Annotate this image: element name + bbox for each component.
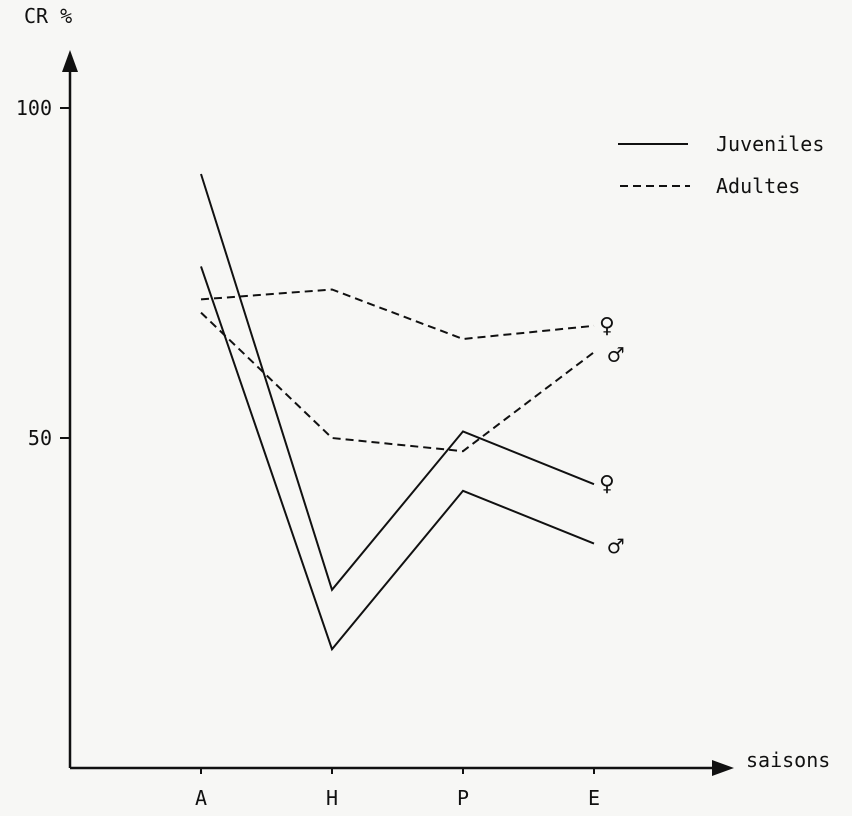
legend-label-juveniles: Juveniles <box>716 132 824 156</box>
y-tick-label: 50 <box>28 426 52 450</box>
series-line-juveniles-female <box>200 173 595 592</box>
series-end-marker-male-icon: ♂ <box>608 341 624 371</box>
series-layer: ♀♂♀♂ <box>200 173 624 652</box>
series-line-adultes-female <box>200 288 595 341</box>
series-line-adultes-male <box>200 311 595 453</box>
y-tick-label: 100 <box>16 96 52 120</box>
x-tick-label: H <box>326 786 338 810</box>
series-line-juveniles-male <box>200 266 595 652</box>
x-tick-label: P <box>457 786 469 810</box>
y-axis-arrowhead <box>62 50 78 72</box>
series-end-marker-female-icon: ♀ <box>599 469 615 499</box>
x-tick-label: E <box>588 786 600 810</box>
series-end-marker-male-icon: ♂ <box>608 533 624 563</box>
ticks: 100 50 A H P E <box>16 96 600 810</box>
series-end-marker-female-icon: ♀ <box>599 311 615 341</box>
axes: CR % saisons <box>24 4 830 776</box>
x-tick-label: A <box>195 786 207 810</box>
x-axis-arrowhead <box>712 760 734 776</box>
y-axis-label: CR % <box>24 4 72 28</box>
legend: Juveniles Adultes <box>618 132 824 198</box>
legend-label-adultes: Adultes <box>716 174 800 198</box>
x-axis-label: saisons <box>746 748 830 772</box>
